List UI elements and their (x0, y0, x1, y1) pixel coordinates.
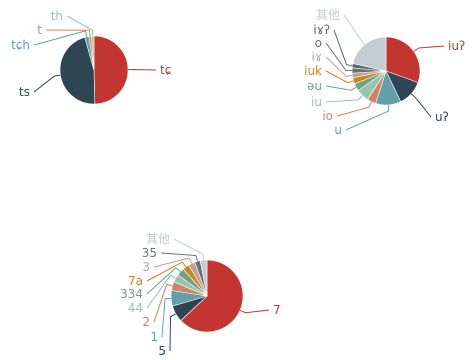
slice-label: th (51, 9, 63, 23)
slice-label: iɤʔ (313, 23, 330, 37)
slice-label: io (322, 109, 333, 123)
slice-label: 2 (142, 315, 150, 329)
slice-label: 其他 (316, 8, 340, 22)
slice-label: 其他 (146, 232, 170, 246)
label-leader-line (33, 30, 88, 46)
slice-label: u (334, 123, 342, 137)
slice-label: uʔ (435, 110, 449, 124)
slice-label: əu (307, 79, 322, 93)
slice-label: 7a (128, 274, 143, 288)
label-leader-line (413, 45, 445, 52)
slice-label: ts (19, 85, 30, 99)
label-leader-line (153, 257, 193, 268)
label-leader-line (146, 261, 187, 282)
pie-slice[interactable] (93, 35, 129, 105)
label-leader-line (33, 74, 61, 93)
label-leader-line (45, 29, 91, 37)
label-leader-line (325, 42, 353, 71)
slice-label: iɤ (312, 50, 322, 64)
slice-label: 7 (273, 303, 281, 317)
label-leader-line (333, 29, 353, 67)
slice-label: tɕ (160, 63, 171, 77)
label-leader-line (146, 267, 181, 295)
pie-slice[interactable] (59, 36, 96, 105)
slice-label: tɕh (11, 38, 30, 52)
label-leader-line (161, 297, 172, 338)
label-leader-line (410, 93, 432, 118)
label-leader-line (146, 274, 176, 309)
slice-label: 5 (158, 344, 166, 355)
label-leader-line (343, 14, 366, 45)
label-leader-line (345, 104, 390, 131)
pie-slice[interactable] (385, 36, 421, 83)
label-leader-line (127, 68, 157, 71)
label-leader-line (239, 309, 270, 314)
label-leader-line (66, 15, 94, 37)
slice-label: 1 (150, 330, 158, 344)
label-leader-line (160, 252, 198, 262)
pie-slice[interactable] (180, 259, 244, 333)
label-leader-line (325, 56, 353, 77)
slice-label: iu (311, 95, 322, 109)
slice-label: 44 (128, 301, 143, 315)
label-leader-line (153, 283, 173, 323)
label-leader-line (173, 238, 205, 261)
slice-label: 334 (120, 287, 143, 301)
label-leader-line (169, 313, 176, 352)
slice-label: t (37, 23, 42, 37)
slice-label: o (315, 36, 322, 50)
label-leader-line (336, 101, 372, 117)
slice-label: iuk (304, 64, 322, 78)
label-leader-line (325, 70, 354, 84)
label-leader-line (325, 95, 363, 103)
slice-label: 3 (142, 260, 150, 274)
label-leader-line (325, 85, 357, 91)
slice-label: 35 (142, 246, 157, 260)
slice-label: iuʔ (448, 39, 465, 53)
pie-slice[interactable] (91, 35, 95, 71)
